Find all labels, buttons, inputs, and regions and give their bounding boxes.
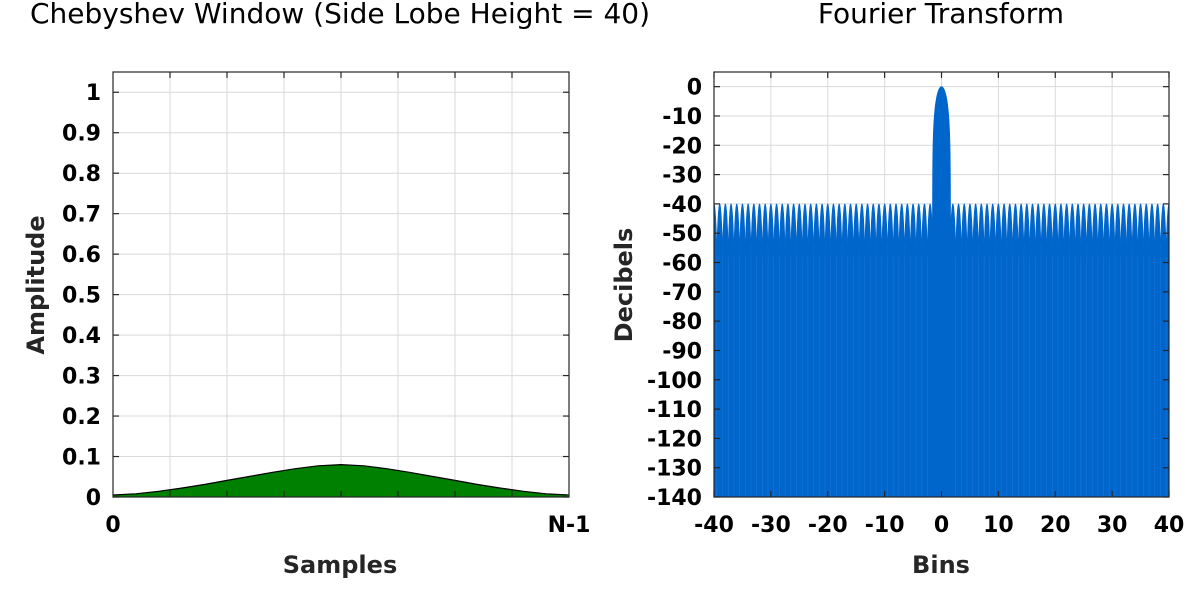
- right-series: [713, 86, 1170, 498]
- left-y-axis-label: Amplitude: [22, 215, 50, 354]
- left-y-tick-label: 0.9: [62, 122, 101, 147]
- right-y-tick-label: -20: [662, 134, 702, 159]
- left-chart-title: Chebyshev Window (Side Lobe Height = 40): [30, 0, 650, 30]
- spectrum-area: [713, 86, 1170, 498]
- window-area: [113, 464, 569, 497]
- right-y-tick-label: -100: [647, 369, 702, 394]
- left-x-axis-label: Samples: [283, 551, 397, 579]
- right-y-tick-label: -120: [647, 427, 702, 452]
- right-x-axis-label: Bins: [912, 551, 970, 579]
- right-y-tick-label: 0: [687, 76, 702, 101]
- right-y-axis-label: Decibels: [610, 228, 638, 343]
- right-x-tick-label: -20: [808, 513, 848, 538]
- right-x-tick-label: 0: [934, 513, 949, 538]
- left-y-tick-label: 0.5: [62, 284, 101, 309]
- left-y-tick-label: 0.6: [62, 243, 101, 268]
- fourier-transform-plot: Fourier Transform -40 -30 -20 -10 0 10 20 30 400…: [610, 0, 1184, 579]
- right-x-tick-label: 40: [1154, 513, 1185, 538]
- left-y-tick-label: 0.3: [62, 365, 101, 390]
- right-y-tick-label: -40: [662, 193, 702, 218]
- left-x-tick-label: 0: [105, 513, 120, 538]
- left-y-tick-label: 0.2: [62, 405, 101, 430]
- left-y-tick-label: 1: [86, 81, 101, 106]
- window-line: [112, 463, 570, 496]
- right-y-tick-label: -90: [662, 339, 702, 364]
- left-y-tick-label: 0: [86, 486, 101, 511]
- right-x-tick-label: 20: [1040, 513, 1071, 538]
- right-y-tick-label: -70: [662, 281, 702, 306]
- right-y-tick-label: -140: [647, 486, 702, 511]
- right-y-tick-label: -60: [662, 252, 702, 277]
- right-x-tick-label: 10: [983, 513, 1014, 538]
- right-y-tick-label: -30: [662, 164, 702, 189]
- left-x-tick-label: N-1: [548, 513, 591, 538]
- right-x-tick-label: -10: [865, 513, 905, 538]
- right-y-tick-label: -130: [647, 457, 702, 482]
- right-y-tick-label: -80: [662, 310, 702, 335]
- right-y-tick-label: -50: [662, 222, 702, 247]
- right-y-tick-label: -10: [662, 105, 702, 130]
- right-ticks: -40 -30 -20 -10 0 10 20 30 400-10-20-30-40-50-60…: [647, 72, 1184, 538]
- left-y-tick-label: 0.4: [62, 324, 101, 349]
- right-x-tick-label: 30: [1097, 513, 1128, 538]
- left-grid: [113, 72, 569, 497]
- left-y-tick-label: 0.1: [62, 446, 101, 471]
- right-chart-title: Fourier Transform: [818, 0, 1064, 30]
- right-x-tick-label: -40: [694, 513, 734, 538]
- right-x-tick-label: -30: [751, 513, 791, 538]
- chebyshev-window-plot: Chebyshev Window (Side Lobe Height = 40)…: [22, 0, 650, 579]
- right-y-tick-label: -110: [647, 398, 702, 423]
- left-y-tick-label: 0.8: [62, 162, 101, 187]
- left-ticks: 0 0.1 0.2 0.3 0.4 0.5 0.6 0.7 0.8 0.9 1 0 N-1: [62, 72, 590, 538]
- left-y-tick-label: 0.7: [62, 203, 101, 228]
